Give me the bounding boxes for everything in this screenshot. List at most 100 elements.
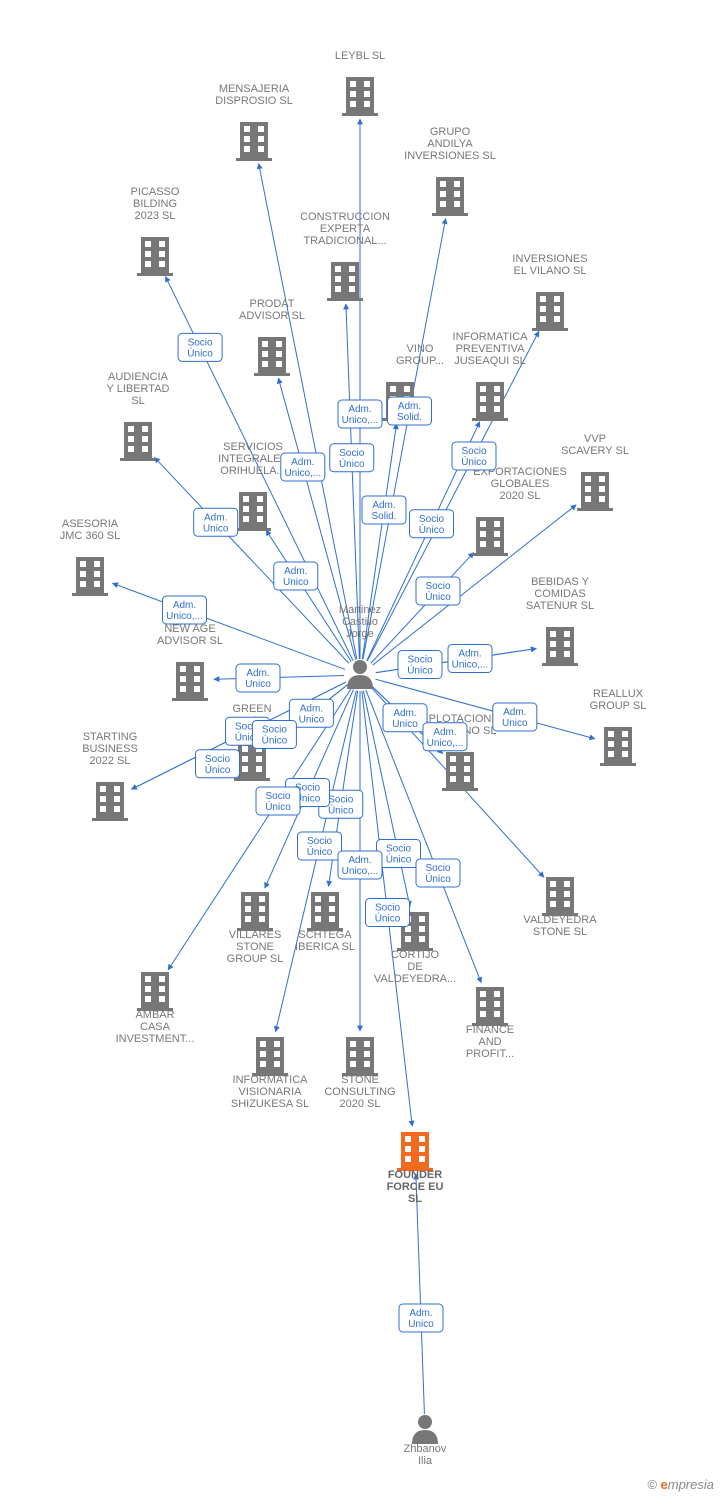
relation-label: Unico bbox=[299, 714, 325, 725]
relation-label: Adm. bbox=[458, 649, 481, 660]
person-label: Zhbanov bbox=[404, 1443, 447, 1455]
company-node[interactable]: VALDEYEDRASTONE SL bbox=[523, 877, 597, 938]
company-node[interactable]: BEBIDAS YCOMIDASSATENUR SL bbox=[526, 576, 594, 666]
relation-label: Adm. bbox=[291, 457, 314, 468]
company-node[interactable]: STONECONSULTING2020 SL bbox=[324, 1037, 395, 1110]
relation-label: Adm. bbox=[284, 566, 307, 577]
company-label: SHIZUKESA SL bbox=[231, 1098, 309, 1110]
person-label: Jorge bbox=[346, 628, 374, 640]
company-node[interactable]: PRODATADVISOR SL bbox=[239, 298, 305, 376]
relation-label: Único bbox=[187, 346, 213, 359]
company-label: COMIDAS bbox=[534, 588, 585, 600]
company-label: INFORMATICA bbox=[233, 1074, 309, 1086]
relation-label: Solid. bbox=[397, 412, 422, 423]
relation-edge bbox=[113, 583, 345, 669]
relation-label: Adm. bbox=[433, 727, 456, 738]
brand-rest: mpresia bbox=[668, 1477, 714, 1492]
company-label: AMBAR bbox=[135, 1009, 174, 1021]
company-label: VVP bbox=[584, 433, 606, 445]
company-label: EXPERTA bbox=[320, 223, 371, 235]
company-label: VALDEYEDRA... bbox=[374, 973, 456, 985]
company-node[interactable]: CONSTRUCCIONEXPERTATRADICIONAL... bbox=[300, 211, 390, 301]
relation-label: Único bbox=[307, 845, 333, 858]
relation-label: Adm. bbox=[398, 401, 421, 412]
company-label: PROFIT... bbox=[466, 1048, 514, 1060]
company-label: GROUP... bbox=[396, 355, 444, 367]
edges-layer bbox=[113, 119, 595, 1414]
company-label: ANDILYA bbox=[427, 138, 473, 150]
company-node[interactable]: AMBARCASAINVESTMENT... bbox=[116, 972, 195, 1045]
company-label: INVESTMENT... bbox=[116, 1033, 195, 1045]
relation-label: Unico,... bbox=[342, 415, 379, 426]
relation-label: Unico bbox=[502, 718, 528, 729]
company-label: ADVISOR SL bbox=[239, 310, 305, 322]
relation-label: Adm. bbox=[348, 855, 371, 866]
relation-label: Único bbox=[386, 853, 412, 866]
company-label: GREEN bbox=[232, 703, 271, 715]
relation-label: Único bbox=[461, 455, 487, 468]
company-node[interactable]: MENSAJERIADISPROSIO SL bbox=[215, 83, 293, 161]
relation-label: Único bbox=[265, 800, 291, 813]
company-label: ORIHUELA... bbox=[220, 465, 285, 477]
company-node[interactable]: NEW AGEADVISOR SL bbox=[157, 623, 223, 701]
company-node[interactable]: GRUPOANDILYAINVERSIONES SL bbox=[404, 126, 496, 216]
relation-label: Adm. bbox=[372, 500, 395, 511]
company-node[interactable]: EXPORTACIONESGLOBALES2020 SL bbox=[472, 466, 567, 556]
company-node[interactable]: STARTINGBUSINESS2022 SL bbox=[82, 731, 138, 821]
relation-label: Unico bbox=[203, 523, 229, 534]
relation-label: Unico bbox=[245, 679, 271, 690]
company-label: VISIONARIA bbox=[239, 1086, 303, 1098]
company-label: DE bbox=[407, 961, 422, 973]
relation-label: Unico,... bbox=[427, 738, 464, 749]
company-node[interactable]: REALLUXGROUP SL bbox=[590, 688, 647, 766]
company-label: BILDING bbox=[133, 198, 177, 210]
company-label: FORCE EU bbox=[387, 1181, 444, 1193]
relation-label: Único bbox=[262, 734, 288, 747]
company-label: INFORMATICA bbox=[453, 331, 529, 343]
edge-labels-layer: Adm.Unico,...Adm.Solid.SocioÚnicoSocioÚn… bbox=[163, 333, 537, 1332]
relation-label: Adm. bbox=[173, 600, 196, 611]
company-node[interactable]: AUDIENCIAY LIBERTADSL bbox=[107, 371, 170, 461]
relation-label: Socio bbox=[339, 448, 364, 459]
relation-label: Unico bbox=[392, 719, 418, 730]
company-label: 2020 SL bbox=[340, 1098, 381, 1110]
relation-label: Adm. bbox=[393, 708, 416, 719]
relation-label: Socio bbox=[375, 903, 400, 914]
relation-label: Socio bbox=[307, 836, 332, 847]
nodes-layer: LEYBL SL MENSAJERIADISPROSIO SL GRUPOANDIL… bbox=[60, 50, 647, 1467]
company-label: EL VILANO SL bbox=[514, 265, 587, 277]
company-label: STARTING bbox=[83, 731, 138, 743]
relation-label: Único bbox=[425, 872, 451, 885]
company-label: SL bbox=[408, 1193, 422, 1205]
relation-label: Socio bbox=[407, 655, 432, 666]
company-node[interactable]: VILLARESSTONEGROUP SL bbox=[227, 892, 284, 965]
relation-label: Único bbox=[205, 763, 231, 776]
company-label: AUDIENCIA bbox=[108, 371, 169, 383]
company-node[interactable]: ASESORIAJMC 360 SL bbox=[60, 518, 121, 596]
relation-label: Único bbox=[425, 590, 451, 603]
company-node[interactable]: VVPSCAVERY SL bbox=[561, 433, 629, 511]
company-node[interactable]: LEYBL SL bbox=[335, 50, 385, 116]
company-node[interactable]: FOUNDERFORCE EUSL bbox=[387, 1132, 444, 1205]
company-label: STONE bbox=[341, 1074, 379, 1086]
company-node[interactable]: FINANCEANDPROFIT... bbox=[466, 987, 514, 1060]
relation-label: Unico bbox=[283, 577, 309, 588]
company-label: INVERSIONES SL bbox=[404, 150, 496, 162]
company-label: FINANCE bbox=[466, 1024, 514, 1036]
company-node[interactable]: INFORMATICAVISIONARIASHIZUKESA SL bbox=[231, 1037, 309, 1110]
company-node[interactable]: INVERSIONESEL VILANO SL bbox=[512, 253, 587, 331]
relation-label: Socio bbox=[419, 514, 444, 525]
company-node[interactable]: SCHTEGAIBERICA SL bbox=[295, 892, 355, 953]
company-label: BEBIDAS Y bbox=[531, 576, 590, 588]
company-label: JMC 360 SL bbox=[60, 530, 121, 542]
company-label: PICASSO bbox=[131, 186, 180, 198]
person-node[interactable]: ZhbanovIlia bbox=[404, 1415, 447, 1467]
company-node[interactable]: PICASSOBILDING2023 SL bbox=[131, 186, 180, 276]
company-label: ADVISOR SL bbox=[157, 635, 223, 647]
relation-label: Único bbox=[407, 664, 433, 677]
company-label: ASESORIA bbox=[62, 518, 119, 530]
company-label: VILLARES bbox=[229, 929, 282, 941]
company-label: TRADICIONAL... bbox=[303, 235, 386, 247]
relation-label: Unico,... bbox=[166, 611, 203, 622]
company-node[interactable]: INFORMATICAPREVENTIVAJUSEAQUI SL bbox=[453, 331, 529, 421]
